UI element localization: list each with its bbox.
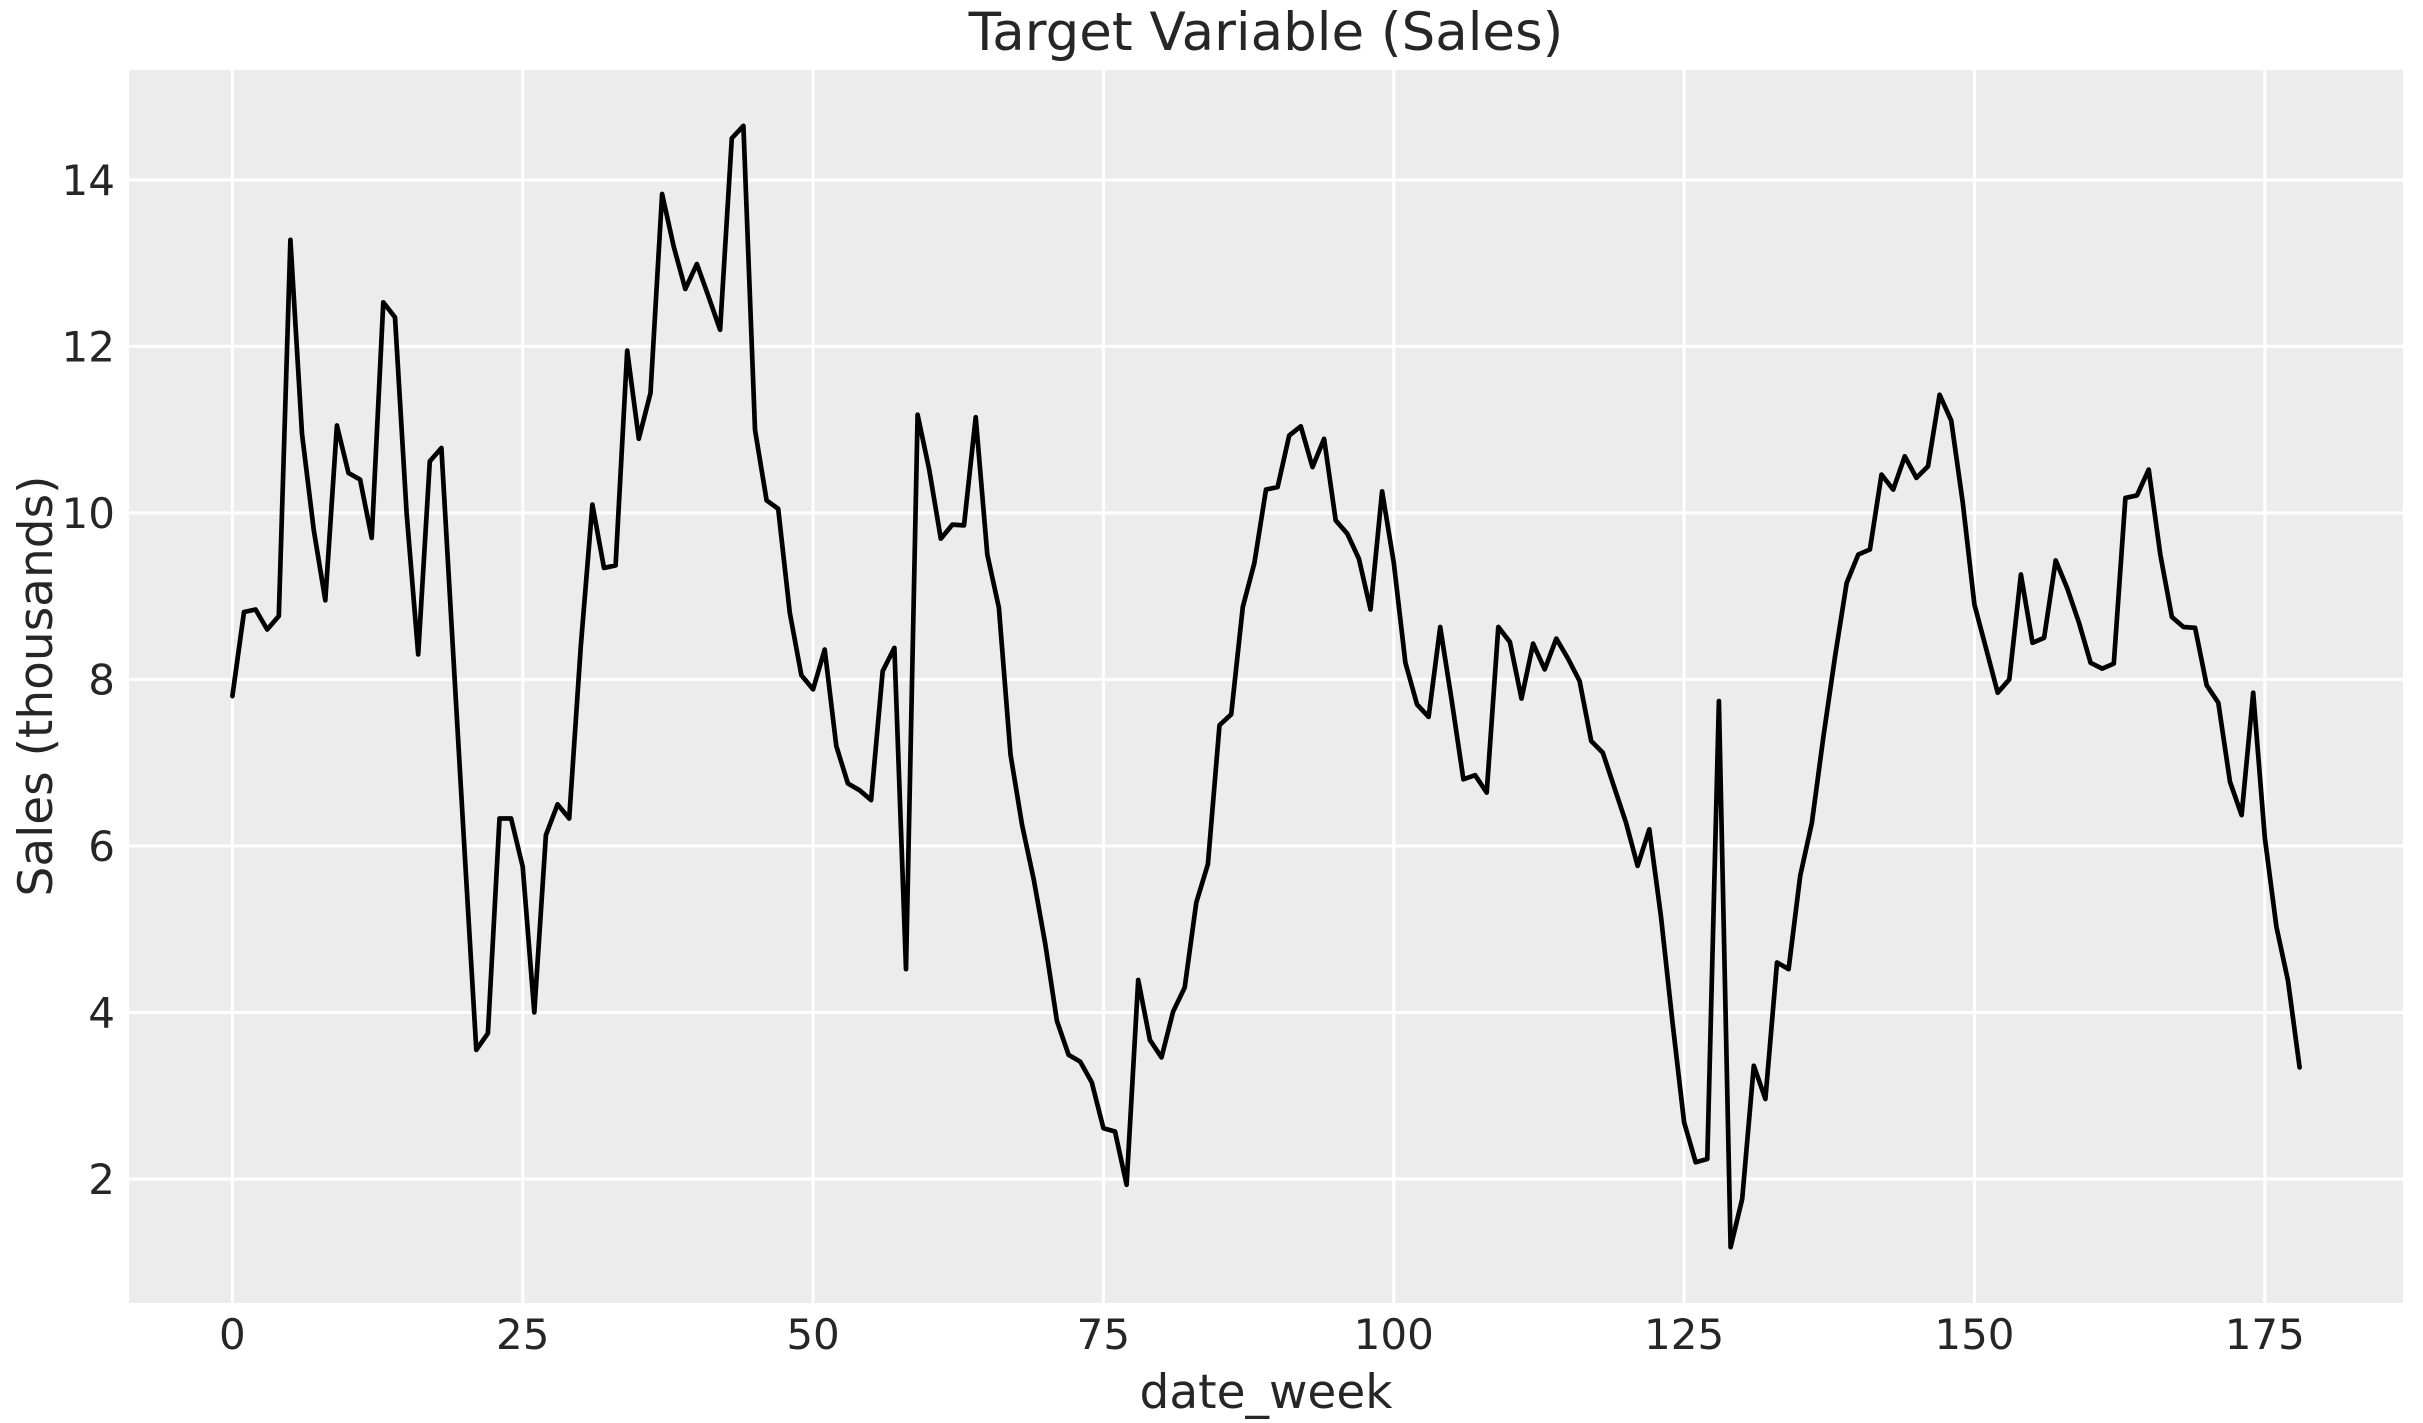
chart-title: Target Variable (Sales) xyxy=(968,2,1564,63)
y-tick-labels: 2 4 6 8 10 12 14 xyxy=(62,156,115,1204)
y-tick-12: 12 xyxy=(62,322,115,371)
x-tick-175: 175 xyxy=(2225,1310,2305,1359)
x-tick-0: 0 xyxy=(219,1310,246,1359)
plot-area xyxy=(129,70,2403,1303)
y-axis-label: Sales (thousands) xyxy=(9,476,64,897)
x-tick-labels: 0 25 50 75 100 125 150 175 xyxy=(219,1310,2305,1359)
x-tick-100: 100 xyxy=(1354,1310,1434,1359)
x-axis-label: date_week xyxy=(1140,1365,1394,1420)
y-tick-10: 10 xyxy=(62,489,115,538)
x-tick-150: 150 xyxy=(1934,1310,2014,1359)
x-tick-75: 75 xyxy=(1077,1310,1130,1359)
y-tick-8: 8 xyxy=(88,655,115,704)
y-gridlines xyxy=(129,178,2403,1181)
y-tick-2: 2 xyxy=(88,1155,115,1204)
sales-line xyxy=(230,123,2302,1250)
x-tick-125: 125 xyxy=(1644,1310,1724,1359)
x-tick-50: 50 xyxy=(786,1310,839,1359)
y-tick-4: 4 xyxy=(88,988,115,1037)
y-tick-6: 6 xyxy=(88,822,115,871)
x-tick-25: 25 xyxy=(496,1310,549,1359)
y-tick-14: 14 xyxy=(62,156,115,205)
